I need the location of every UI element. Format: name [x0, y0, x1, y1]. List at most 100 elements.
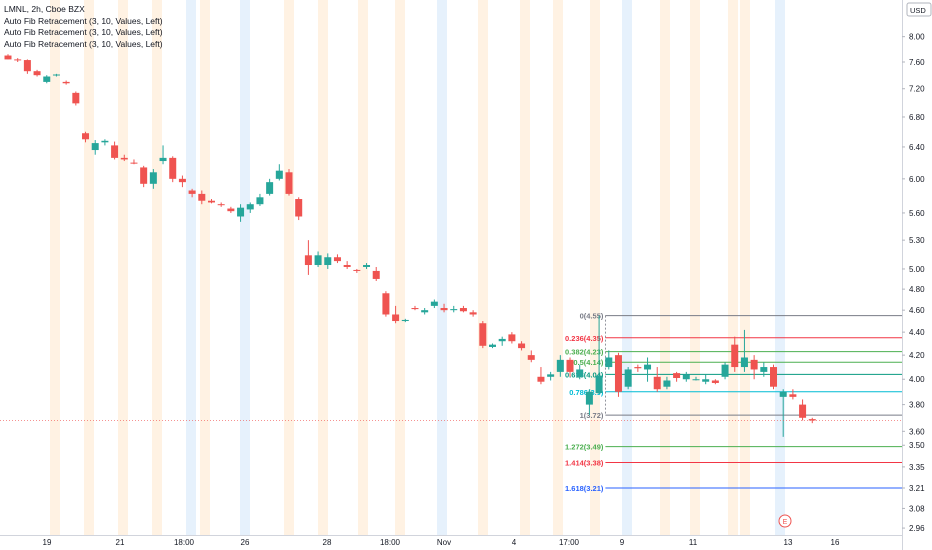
y-tick-label: 6.80 — [909, 113, 925, 122]
x-tick-label: 9 — [620, 538, 625, 547]
session-band — [395, 0, 405, 535]
candle-body — [295, 199, 303, 217]
candle-body — [178, 178, 186, 183]
candle-body — [62, 81, 70, 84]
fib-level-label: 1.618(3.21) — [565, 484, 604, 493]
y-tick-label: 3.35 — [909, 463, 925, 472]
fib-level-label: 0.236(4.35) — [565, 334, 604, 343]
time-axis[interactable]: 19 21 18:00 26 28 18:00 Nov 4 17:00 9 11 13 16 — [0, 535, 902, 548]
candle-body — [721, 364, 729, 377]
candle-body — [159, 157, 167, 162]
candle-body — [353, 269, 361, 271]
candle-body — [556, 359, 564, 372]
candle-body — [82, 133, 90, 140]
session-band — [358, 0, 368, 535]
candle-body — [14, 59, 22, 61]
x-tick-label: 18:00 — [174, 538, 195, 547]
y-tick-label: 7.60 — [909, 58, 925, 67]
y-tick-label: 5.60 — [909, 209, 925, 218]
candle-body — [304, 255, 312, 266]
candle-body — [33, 71, 41, 76]
earnings-event-icon — [778, 514, 792, 528]
session-band — [690, 0, 700, 535]
candle-body — [576, 369, 584, 377]
session-band — [728, 0, 738, 535]
y-tick-label: 4.00 — [909, 375, 925, 384]
indicator-label[interactable]: Auto Fib Retracement (3, 10, Values, Lef… — [4, 27, 163, 37]
y-tick-label: 5.00 — [909, 265, 925, 274]
fib-level-label: 1.272(3.49) — [565, 443, 604, 452]
x-tick-label: 18:00 — [380, 538, 401, 547]
candle-body — [111, 145, 119, 158]
candle-body — [43, 76, 51, 82]
candle-body — [808, 419, 816, 421]
y-tick-label: 7.20 — [909, 85, 925, 94]
candle-body — [198, 193, 206, 201]
fib-level-label: 0.5(4.14) — [573, 358, 604, 367]
fib-level-label: 1.414(3.38) — [565, 458, 604, 467]
indicator-label[interactable]: Auto Fib Retracement (3, 10, Values, Lef… — [4, 15, 163, 26]
candle-body — [750, 359, 758, 370]
candle-body — [614, 355, 622, 392]
x-tick-label: 26 — [241, 538, 250, 547]
x-tick-label: 13 — [784, 538, 793, 547]
candle-body — [217, 204, 225, 206]
candle-body — [673, 373, 681, 379]
candle-body — [266, 182, 274, 194]
session-band — [318, 0, 328, 535]
earnings-event-label: E — [783, 519, 788, 526]
candle-body — [314, 255, 322, 266]
x-tick-label: 11 — [689, 538, 698, 547]
candle-body — [207, 200, 215, 203]
candle-body — [566, 359, 574, 372]
candle-body — [634, 367, 642, 369]
currency-badge — [906, 2, 932, 17]
y-tick-label: 6.00 — [909, 175, 925, 184]
candle-body — [333, 257, 341, 262]
candle-body — [237, 207, 245, 217]
session-band — [284, 0, 294, 535]
fib-retracement-levels[interactable]: 0(4.55) 0.236(4.35) 0.382(4.23)0.5(4.14) 0.… — [565, 312, 902, 493]
x-tick-label: Nov — [437, 538, 451, 547]
y-tick-label: 6.40 — [909, 143, 925, 152]
session-band — [186, 0, 196, 535]
candle-body — [459, 308, 467, 312]
x-tick-label: 4 — [512, 538, 517, 547]
y-tick-label: 4.40 — [909, 328, 925, 337]
candle-body — [285, 172, 293, 194]
price-axis[interactable]: 8.00 7.60 7.20 6.80 6.40 6.00 5.60 5.30 5.00 4.80… — [902, 0, 932, 550]
session-band — [553, 0, 563, 535]
candle-body — [585, 391, 593, 405]
fib-level-label: 0.618(4.04) — [565, 370, 604, 379]
candlestick-series — [4, 54, 816, 437]
candle-body — [401, 319, 409, 322]
candle-body — [789, 394, 797, 397]
candle-body — [469, 312, 477, 315]
candle-body — [120, 157, 128, 160]
symbol-title[interactable]: LMNL, 2h, Cboe BZX — [4, 4, 85, 14]
session-band — [478, 0, 488, 535]
axis-background — [902, 0, 932, 550]
indicator-label[interactable]: Auto Fib Retracement (3, 10, Values, Lef… — [4, 38, 163, 49]
session-band — [240, 0, 250, 535]
candle-body — [246, 204, 254, 210]
session-background-bands — [50, 0, 785, 535]
candle-body — [421, 310, 429, 313]
candle-body — [382, 293, 390, 315]
y-tick-label: 5.30 — [909, 236, 925, 245]
session-band — [50, 0, 60, 535]
candle-body — [149, 172, 157, 184]
candle-body — [702, 379, 710, 382]
y-tick-label: 4.80 — [909, 285, 925, 294]
candle-body — [489, 344, 496, 347]
fib-level-label: 0.382(4.23) — [565, 348, 604, 357]
candle-body — [799, 404, 807, 418]
candle-body — [624, 369, 632, 387]
candle-body — [188, 190, 196, 194]
candle-body — [605, 357, 613, 368]
x-tick-label: 19 — [43, 538, 52, 547]
candle-body — [275, 170, 283, 179]
candle-body — [324, 257, 332, 266]
candle-body — [227, 208, 235, 212]
